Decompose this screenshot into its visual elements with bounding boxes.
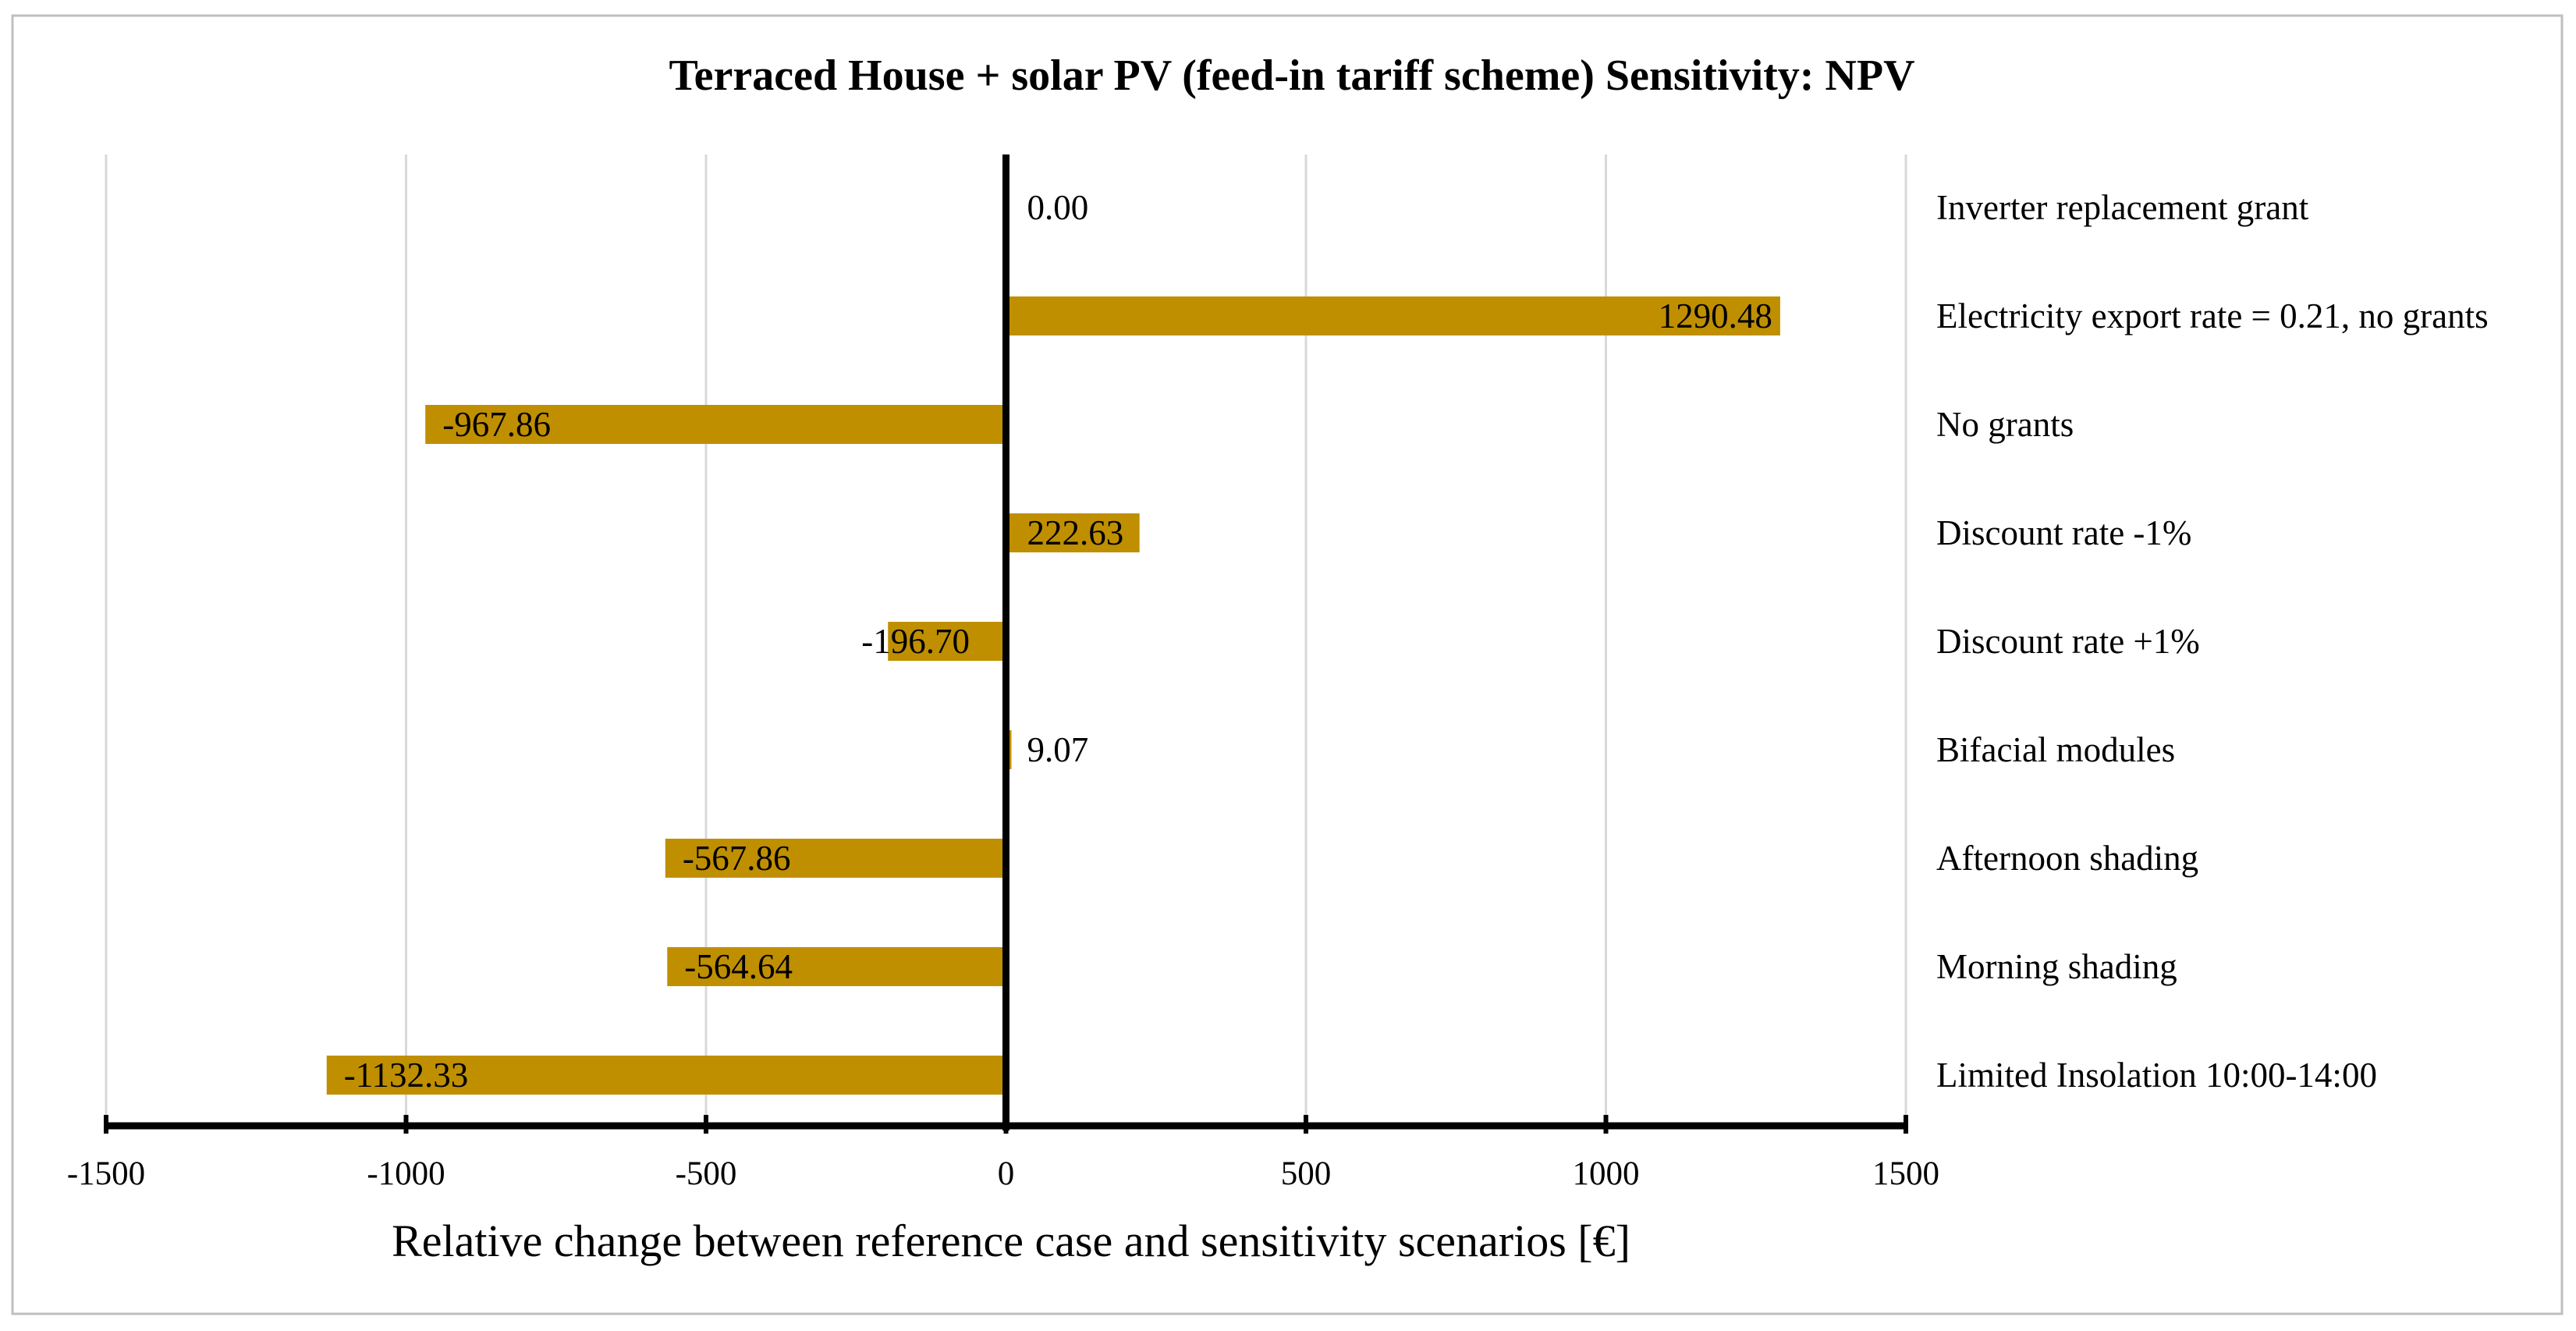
category-label: No grants <box>1936 405 2074 444</box>
bar <box>1006 513 1140 552</box>
data-label: 9.07 <box>1027 730 1089 769</box>
data-label: -567.86 <box>683 839 791 878</box>
x-tick-label: -1500 <box>67 1155 145 1192</box>
x-tick-label: 1000 <box>1573 1155 1640 1192</box>
data-label: -1132.33 <box>344 1056 469 1095</box>
x-tick-label: -500 <box>676 1155 737 1192</box>
bars <box>326 296 1780 1095</box>
data-label: -967.86 <box>442 405 551 444</box>
category-label: Electricity export rate = 0.21, no grant… <box>1936 296 2489 335</box>
x-tick-label: 1500 <box>1872 1155 1939 1192</box>
bar <box>1006 296 1780 335</box>
x-tick-label: 0 <box>998 1155 1015 1192</box>
category-label: Discount rate -1% <box>1936 513 2191 552</box>
category-label: Limited Insolation 10:00-14:00 <box>1936 1056 2377 1095</box>
x-tick-labels: -1500 -1000 -500 0 500 1000 1500 <box>67 1155 1939 1192</box>
category-label: Inverter replacement grant <box>1936 188 2309 227</box>
x-tick-label: -1000 <box>367 1155 445 1192</box>
bar <box>667 947 1006 986</box>
bar <box>665 839 1006 878</box>
data-label: 222.63 <box>1027 513 1124 552</box>
data-label: -196.70 <box>861 622 970 661</box>
data-label: -564.64 <box>684 947 793 986</box>
category-label: Discount rate +1% <box>1936 622 2200 661</box>
chart-border <box>11 14 2564 1315</box>
data-label: 0.00 <box>1027 188 1089 227</box>
x-axis-title: Relative change between reference case a… <box>392 1216 1630 1266</box>
bar <box>425 405 1006 444</box>
category-labels: Inverter replacement grant Electricity ex… <box>1936 188 2489 1095</box>
chart-title: Terraced House + solar PV (feed-in tarif… <box>669 51 1914 100</box>
data-label: 1290.48 <box>1659 296 1772 335</box>
bar <box>326 1056 1006 1095</box>
bar <box>888 622 1006 661</box>
category-label: Morning shading <box>1936 947 2177 986</box>
category-label: Bifacial modules <box>1936 730 2175 769</box>
data-labels: 0.00 1290.48 -967.86 222.63 -196.70 9.07 -567.… <box>344 188 1772 1095</box>
x-tick-label: 500 <box>1281 1155 1332 1192</box>
axes <box>104 154 1908 1134</box>
category-label: Afternoon shading <box>1936 839 2198 878</box>
